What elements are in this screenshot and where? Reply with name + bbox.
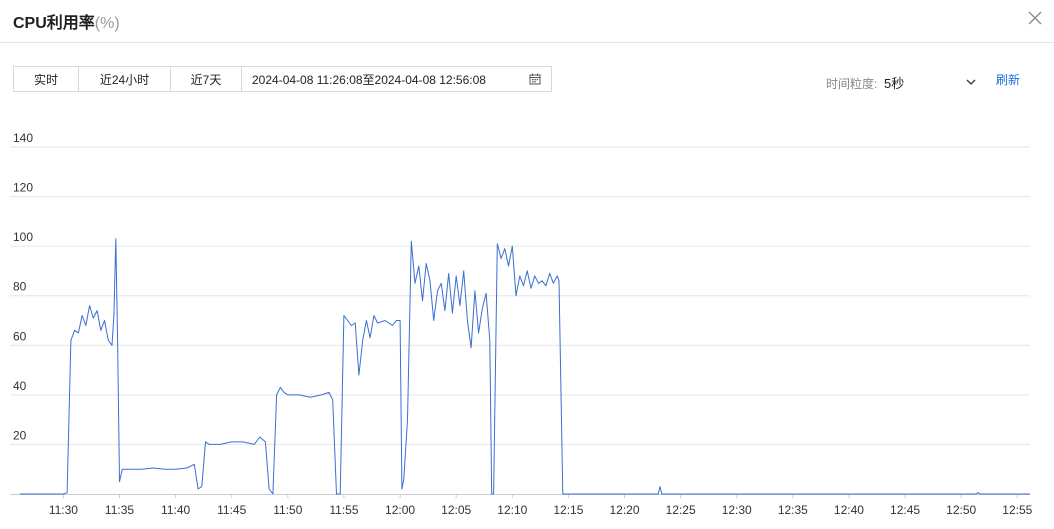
x-tick-label: 12:55 xyxy=(1002,503,1032,517)
granularity-value: 5秒 xyxy=(884,75,905,91)
x-tick-label: 12:10 xyxy=(497,503,527,517)
x-tick-label: 12:35 xyxy=(778,503,808,517)
y-axis-ticks: 20 40 60 80 100 120 140 xyxy=(13,131,33,442)
chevron-down-icon xyxy=(966,79,976,85)
x-axis-ticks: 11:30 11:35 11:40 11:45 11:50 11:55 12:00 12:05… xyxy=(49,494,1033,517)
chart-title-text: CPU利用率 xyxy=(13,15,95,32)
time-range-toolbar: 实时 近24小时 近7天 2024-04-08 11:26:08至2024-04… xyxy=(13,66,552,92)
x-tick-label: 12:25 xyxy=(666,503,696,517)
x-tick-label: 11:40 xyxy=(161,503,190,517)
x-tick-label: 12:20 xyxy=(609,503,639,517)
granularity-label: 时间粒度: xyxy=(826,77,878,91)
y-tick-label: 20 xyxy=(13,428,27,442)
x-tick-label: 11:30 xyxy=(49,503,78,517)
x-tick-label: 12:15 xyxy=(553,503,583,517)
date-range-text: 2024-04-08 11:26:08至2024-04-08 12:56:08 xyxy=(252,72,486,87)
series-layer xyxy=(20,238,1030,495)
chart-title: CPU利用率(%) xyxy=(13,9,120,33)
y-tick-label: 60 xyxy=(13,329,27,343)
granularity-select[interactable]: 5秒 xyxy=(880,70,976,94)
x-tick-label: 12:30 xyxy=(722,503,752,517)
close-icon[interactable] xyxy=(1028,11,1042,25)
last-24h-button[interactable]: 近24小时 xyxy=(78,66,171,92)
realtime-button[interactable]: 实时 xyxy=(13,66,79,92)
y-tick-label: 120 xyxy=(13,181,33,195)
y-tick-label: 100 xyxy=(13,230,33,244)
x-tick-label: 12:00 xyxy=(385,503,415,517)
refresh-button[interactable]: 刷新 xyxy=(996,73,1021,87)
calendar-icon xyxy=(529,73,541,85)
dialog-header: CPU利用率(%) xyxy=(0,0,1054,43)
grid-lines xyxy=(10,146,1030,495)
x-tick-label: 11:45 xyxy=(217,503,246,517)
x-tick-label: 12:05 xyxy=(441,503,471,517)
x-tick-label: 11:50 xyxy=(273,503,302,517)
y-tick-label: 140 xyxy=(13,131,33,145)
x-tick-label: 11:55 xyxy=(329,503,358,517)
series-line-cpu xyxy=(20,238,1030,495)
x-tick-label: 12:45 xyxy=(890,503,920,517)
x-tick-label: 11:35 xyxy=(105,503,134,517)
x-tick-label: 12:50 xyxy=(946,503,976,517)
y-tick-label: 80 xyxy=(13,280,27,294)
last-7d-button[interactable]: 近7天 xyxy=(170,66,242,92)
chart-title-unit: (%) xyxy=(94,15,120,32)
date-range-picker[interactable]: 2024-04-08 11:26:08至2024-04-08 12:56:08 xyxy=(241,66,552,92)
x-tick-label: 12:40 xyxy=(834,503,864,517)
y-tick-label: 40 xyxy=(13,379,27,393)
